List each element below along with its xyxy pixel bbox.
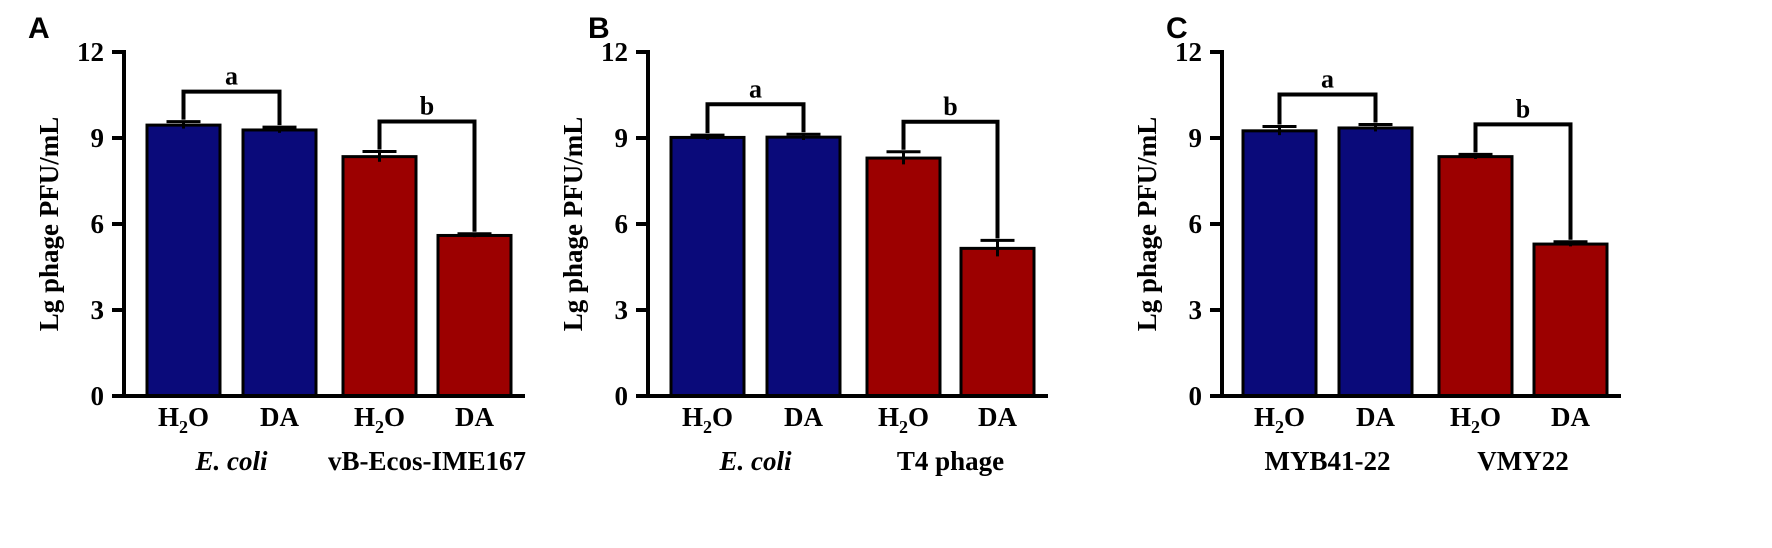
bar [1337, 126, 1414, 398]
y-tick-label: 0 [615, 381, 629, 411]
bar [241, 128, 318, 398]
group-label: VMY22 [1477, 446, 1568, 476]
y-tick-label: 9 [1189, 123, 1203, 153]
category-label: DA [1551, 402, 1590, 432]
bar [1532, 242, 1609, 398]
significance-letter: a [1321, 65, 1334, 94]
y-tick-label: 9 [91, 123, 105, 153]
significance-bracket [1473, 122, 1573, 240]
y-tick-label: 3 [91, 295, 105, 325]
y-tick-label: 0 [1189, 381, 1203, 411]
bar [669, 135, 746, 398]
y-tick-label: 12 [77, 37, 104, 67]
y-tick-label: 3 [615, 295, 629, 325]
category-label: DA [455, 402, 494, 432]
y-tick-label: 6 [91, 209, 105, 239]
significance-bracket [1277, 92, 1378, 125]
category-label: DA [1356, 402, 1395, 432]
y-axis-label: Lg phage PFU/mL [34, 117, 64, 332]
y-tick-label: 6 [1189, 209, 1203, 239]
significance-bracket [901, 119, 1000, 239]
category-label: H2O [682, 402, 733, 437]
significance-letter: b [420, 91, 434, 120]
y-axis-label: Lg phage PFU/mL [1132, 117, 1162, 332]
panel-b: B 0 3 6 9 12 Lg phage PFU/mL H2O DA H2O DA E. coli T… [558, 12, 1048, 476]
panel-a: A 0 3 6 9 12 Lg phage PFU/mL H2O DA H2O DA E. coli v… [28, 12, 526, 476]
significance-letter: a [749, 74, 762, 103]
bar [959, 246, 1036, 398]
y-tick-label: 3 [1189, 295, 1203, 325]
y-tick-label: 12 [1175, 37, 1202, 67]
y-tick-label: 6 [615, 209, 629, 239]
significance-letter: b [943, 92, 957, 121]
category-label: H2O [158, 402, 209, 437]
panel-letter: B [588, 12, 610, 45]
bar [865, 156, 942, 398]
panel-c: C 0 3 6 9 12 Lg phage PFU/mL H2O DA H2O DA MYB41-22… [1132, 12, 1621, 476]
bar [1241, 129, 1318, 398]
category-label: H2O [878, 402, 929, 437]
panel-letter: A [28, 12, 50, 45]
significance-letter: b [1516, 94, 1530, 123]
y-tick-label: 0 [91, 381, 105, 411]
significance-bracket [181, 89, 282, 126]
bar [436, 233, 513, 398]
group-label: vB-Ecos-IME167 [328, 446, 526, 476]
category-label: DA [978, 402, 1017, 432]
y-tick-label: 9 [615, 123, 629, 153]
category-label: DA [260, 402, 299, 432]
group-label: E. coli [719, 446, 792, 476]
significance-letter: a [225, 62, 238, 91]
category-label: H2O [354, 402, 405, 437]
y-axis-label: Lg phage PFU/mL [558, 117, 588, 332]
category-label: H2O [1254, 402, 1305, 437]
panel-letter: C [1166, 12, 1188, 45]
category-label: DA [784, 402, 823, 432]
significance-bracket [705, 102, 806, 134]
y-tick-label: 12 [601, 37, 628, 67]
category-label: H2O [1450, 402, 1501, 437]
group-label: MYB41-22 [1265, 446, 1391, 476]
group-label: T4 phage [897, 446, 1004, 476]
group-label: E. coli [195, 446, 268, 476]
significance-bracket [377, 119, 477, 232]
bar [1437, 155, 1514, 398]
bar [145, 123, 222, 398]
bar [765, 135, 842, 398]
bar [341, 155, 418, 398]
